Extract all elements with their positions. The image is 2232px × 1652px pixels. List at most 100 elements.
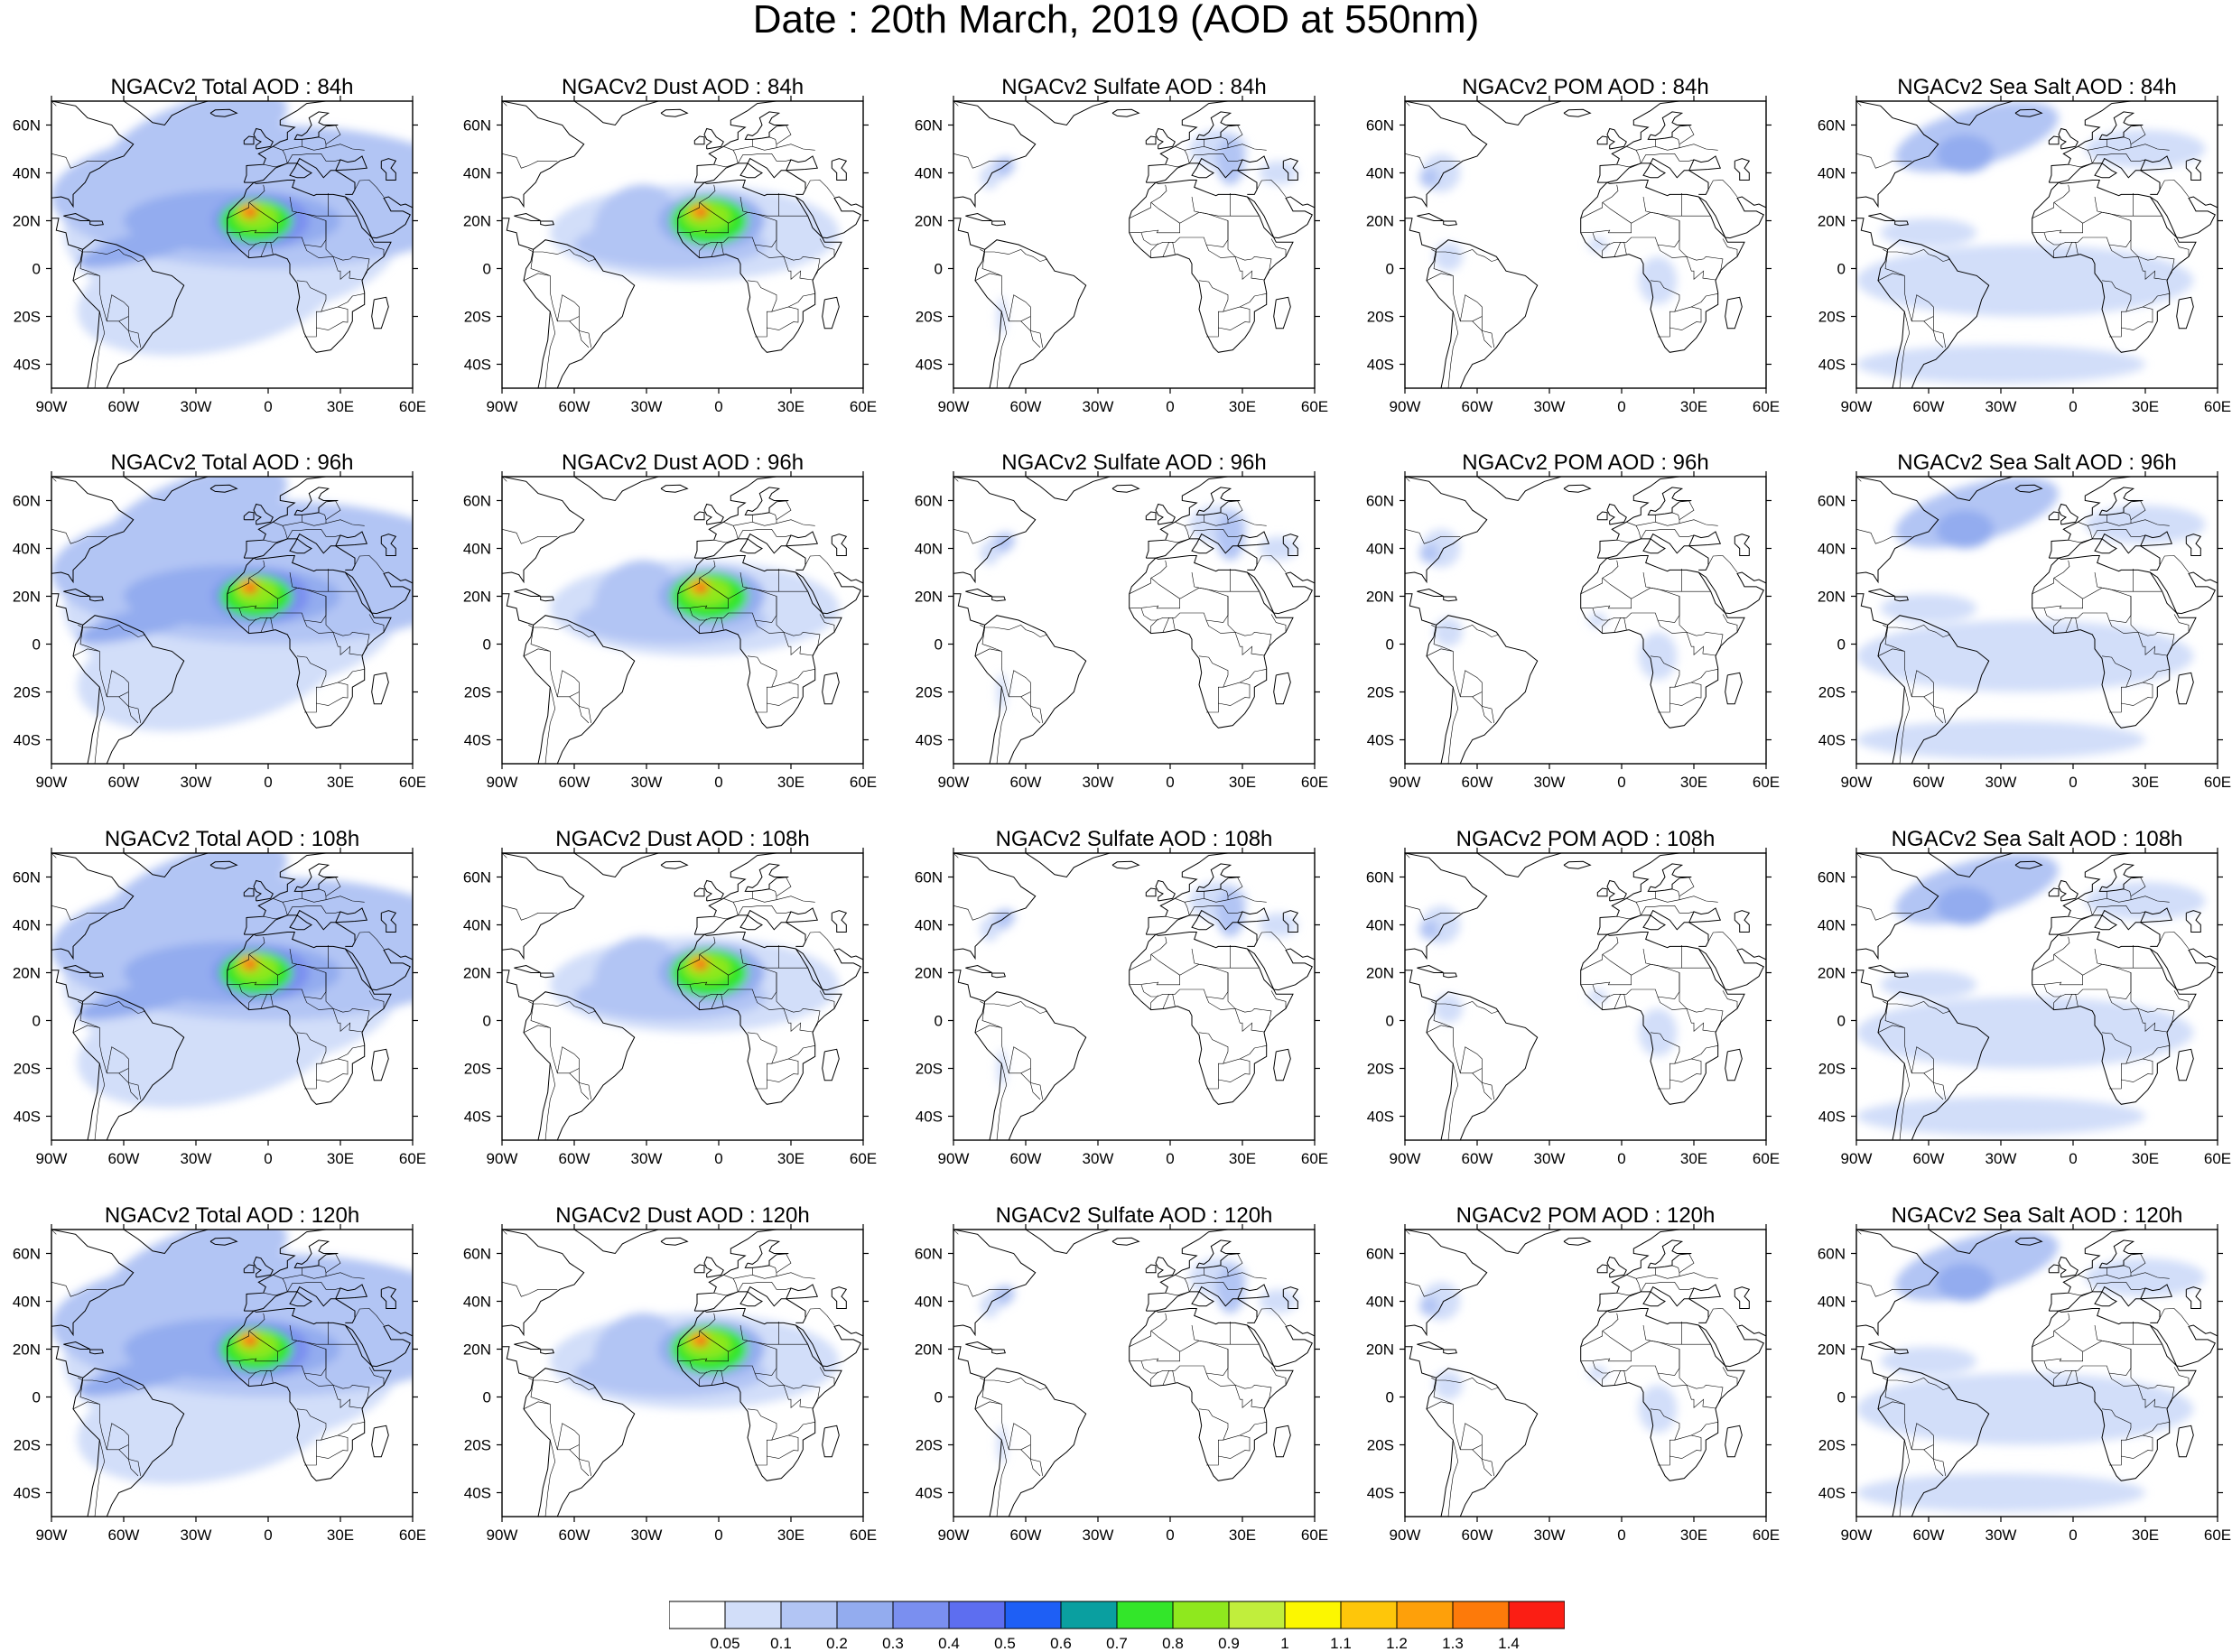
lat-tick-label: 0 xyxy=(33,636,41,654)
lon-tick-label: 60W xyxy=(559,398,591,415)
country-border xyxy=(338,293,365,308)
aod-field xyxy=(1936,1263,1994,1302)
lat-tick-label: 0 xyxy=(483,261,491,278)
lon-tick-label: 60E xyxy=(1753,398,1780,415)
coastline xyxy=(953,970,985,1002)
aod-field xyxy=(2085,1258,2206,1297)
lon-tick-label: 0 xyxy=(1617,774,1625,791)
map-frame xyxy=(51,100,414,389)
coastline xyxy=(243,135,255,145)
map-frame xyxy=(501,100,864,389)
country-border xyxy=(1227,500,1243,520)
country-border xyxy=(689,587,777,623)
coastline xyxy=(822,672,840,705)
country-border xyxy=(1856,529,1912,544)
lon-tick-label: 60W xyxy=(1462,774,1493,791)
coastline xyxy=(72,615,185,764)
country-border xyxy=(2101,1032,2132,1090)
country-border xyxy=(1227,1349,1272,1409)
country-border xyxy=(677,201,729,234)
country-border xyxy=(502,905,558,921)
coastline xyxy=(1596,477,1680,559)
country-border xyxy=(996,1440,1008,1517)
country-border xyxy=(2130,596,2175,656)
lon-tick-label: 0 xyxy=(264,1150,272,1167)
country-border xyxy=(296,1408,327,1466)
coastline xyxy=(831,1286,848,1309)
country-border xyxy=(1707,555,1738,573)
country-border xyxy=(1691,1045,1718,1060)
coastline xyxy=(1606,1285,1709,1323)
lat-tick-label: 40N xyxy=(1366,541,1394,558)
country-border xyxy=(354,1308,385,1326)
country-border xyxy=(677,184,716,219)
coastline xyxy=(693,477,777,559)
lon-tick-label: 30W xyxy=(181,398,212,415)
country-border xyxy=(238,211,327,247)
lon-tick-label: 60E xyxy=(1301,1527,1328,1544)
country-border xyxy=(1877,1401,1905,1410)
coastline xyxy=(693,887,705,897)
country-border xyxy=(79,1003,141,1100)
lon-tick-label: 30E xyxy=(2132,1150,2159,1167)
country-border xyxy=(1447,1063,1459,1140)
lon-tick-label: 30W xyxy=(1534,774,1566,791)
aod-field xyxy=(683,201,731,231)
country-border xyxy=(747,1032,777,1090)
coastline xyxy=(677,555,842,729)
lat-tick-label: 20N xyxy=(463,589,491,606)
country-border xyxy=(713,146,739,168)
coastline xyxy=(1725,672,1743,705)
country-border xyxy=(287,1281,341,1293)
country-border xyxy=(1911,670,1934,697)
country-border xyxy=(72,1025,100,1034)
country-border xyxy=(2065,994,2079,1009)
panel-title: NGACv2 Sea Salt AOD : 84h xyxy=(1897,75,2177,99)
coastline xyxy=(1237,155,1270,172)
lon-tick-label: 90W xyxy=(938,774,970,791)
country-border xyxy=(711,994,724,1009)
coastline xyxy=(1868,588,1895,597)
coastline xyxy=(693,1264,705,1274)
map-panel-total-84h: NGACv2 Total AOD : 84h 90W 60W 30W 0 30E 60E 60… xyxy=(0,76,426,437)
map-svg: 90W 60W 30W 0 30E 60E 60N 40N 20N 0 20S 40S xyxy=(1818,96,2231,415)
country-border xyxy=(1614,994,1627,1009)
lon-tick-label: 60E xyxy=(399,1527,426,1544)
country-border xyxy=(738,528,792,540)
coastline xyxy=(51,1230,135,1337)
colorbar xyxy=(669,1601,1565,1629)
country-border xyxy=(1426,1025,1454,1034)
country-border xyxy=(1433,626,1494,723)
coastline xyxy=(1405,593,1437,626)
lon-tick-label: 30E xyxy=(327,774,354,791)
country-border xyxy=(316,682,349,706)
lat-tick-label: 0 xyxy=(935,636,943,654)
aod-field xyxy=(1259,913,1298,937)
lat-tick-label: 40N xyxy=(463,917,491,934)
country-border xyxy=(1140,211,1229,247)
lat-tick-label: 40S xyxy=(1818,1109,1846,1126)
country-border xyxy=(1691,1422,1718,1436)
map-panel-pom-96h: NGACv2 POM AOD : 96h 90W 60W 30W 0 30E 60E 60N 4… xyxy=(1353,451,1780,812)
country-border xyxy=(1165,898,1190,920)
lat-tick-label: 20S xyxy=(14,1437,41,1454)
aod-field xyxy=(104,477,288,560)
lon-tick-label: 60W xyxy=(1913,398,1945,415)
country-border xyxy=(1162,1370,1176,1386)
colorbar-swatch xyxy=(1452,1601,1510,1629)
map-svg: 90W 60W 30W 0 30E 60E 60N 40N 20N 0 20S 40S xyxy=(915,1224,1328,1544)
coastline xyxy=(371,1425,389,1458)
country-border xyxy=(1240,293,1267,308)
coastline xyxy=(965,588,992,597)
country-border xyxy=(677,560,716,595)
country-border xyxy=(118,320,139,348)
aod-field xyxy=(1880,1346,1977,1376)
country-border xyxy=(1899,687,1911,764)
country-border xyxy=(1722,1367,1738,1386)
country-border xyxy=(1189,153,1243,164)
country-border xyxy=(368,990,385,1009)
aod-field xyxy=(1259,1289,1298,1313)
lon-tick-label: 0 xyxy=(1617,398,1625,415)
country-border xyxy=(282,515,302,526)
coastline xyxy=(1894,972,1909,979)
